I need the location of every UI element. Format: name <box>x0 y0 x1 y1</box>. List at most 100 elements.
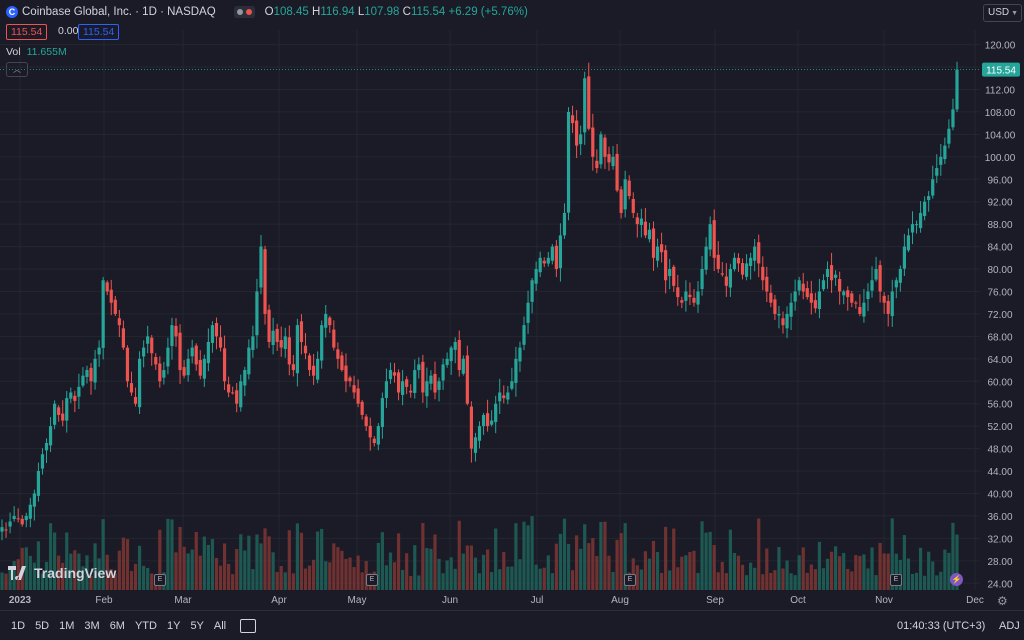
volume-bar <box>166 518 170 590</box>
volume-bar <box>732 552 737 590</box>
volume-bar <box>360 572 364 590</box>
time-tick-label: Jun <box>442 595 458 606</box>
volume-bar <box>639 569 643 590</box>
candle-body <box>57 407 61 415</box>
candle-body <box>295 325 300 374</box>
range-3m-button[interactable]: 3M <box>84 619 100 632</box>
candle-body <box>834 274 838 278</box>
candle-body <box>231 392 235 394</box>
price-tick-label: 44.00 <box>987 467 1012 478</box>
volume-bar <box>57 555 61 590</box>
candle-body <box>931 179 935 196</box>
volume-bar <box>842 552 846 590</box>
volume-bar <box>647 558 652 590</box>
adj-toggle[interactable]: ADJ <box>999 620 1020 632</box>
time-tick-label: Sep <box>706 595 724 606</box>
collapse-legend-button[interactable]: ︿ <box>6 62 28 77</box>
candle-body <box>546 257 550 264</box>
candle-body <box>166 347 170 367</box>
volume-bar <box>659 573 664 590</box>
range-ytd-button[interactable]: YTD <box>134 619 157 632</box>
candle-body <box>542 260 546 264</box>
candle-body <box>635 217 639 225</box>
lightning-icon[interactable]: ⚡ <box>950 573 963 586</box>
candle-body <box>311 365 316 376</box>
time-tick-label: Mar <box>174 595 192 606</box>
volume-bar <box>834 546 838 590</box>
volume-bar <box>534 564 538 590</box>
candle-body <box>259 246 263 288</box>
volume-bar <box>259 543 263 590</box>
candle-body <box>870 280 874 291</box>
candle-body <box>530 280 534 302</box>
volume-bar <box>433 534 437 590</box>
earnings-icon[interactable]: E <box>366 574 378 586</box>
candle-body <box>498 392 502 402</box>
candle-body <box>526 302 530 323</box>
volume-bar <box>263 528 267 590</box>
volume-bar <box>202 536 206 590</box>
go-to-date-icon[interactable] <box>240 618 257 633</box>
volume-bar <box>287 530 291 590</box>
candle-body <box>275 328 279 342</box>
range-1d-button[interactable]: 1D <box>11 619 26 632</box>
range-5d-button[interactable]: 5D <box>35 619 50 632</box>
candle-body <box>619 189 623 213</box>
volume-bar <box>918 547 923 590</box>
candle-body <box>409 390 413 393</box>
gear-icon[interactable]: ⚙ <box>997 594 1008 608</box>
candle-body <box>158 363 162 382</box>
volume-bar <box>927 551 931 590</box>
sell-price-box[interactable]: 115.54 <box>6 24 48 40</box>
volume-bar <box>502 552 506 590</box>
range-1y-button[interactable]: 1Y <box>166 619 181 632</box>
volume-bar <box>218 565 223 590</box>
volume-bar <box>0 572 4 590</box>
volume-bar <box>4 573 8 590</box>
range-5y-button[interactable]: 5Y <box>190 619 204 632</box>
range-all-button[interactable]: All <box>213 619 227 632</box>
candle-body <box>336 349 340 359</box>
candle-body <box>672 266 676 286</box>
volume-bar <box>591 538 595 590</box>
range-6m-button[interactable]: 6M <box>109 619 125 632</box>
candle-body <box>186 358 190 376</box>
candle-body <box>109 289 113 303</box>
symbol-title[interactable]: Coinbase Global, Inc. · 1D · NASDAQ <box>22 6 216 18</box>
candle-body <box>356 388 360 404</box>
earnings-icon[interactable]: E <box>154 574 166 586</box>
candle-body <box>77 386 81 397</box>
candle-body <box>797 280 801 291</box>
candle-body <box>28 504 32 519</box>
candle-body <box>813 300 817 309</box>
candle-body <box>821 280 826 290</box>
volume-value: 11.655M <box>26 46 67 58</box>
clock-time[interactable]: 01:40:33 (UTC+3) <box>897 620 986 632</box>
volume-bar <box>352 567 356 590</box>
buy-price-box[interactable]: 115.54 <box>78 24 120 40</box>
price-chart[interactable]: 24.00 28.00 32.00 36.00 40.00 44.00 48.00 52.00… <box>0 0 1024 610</box>
legend-visibility-toggle[interactable] <box>233 6 255 18</box>
volume-bar <box>813 569 817 590</box>
candle-body <box>113 299 117 314</box>
candle-body <box>437 381 441 390</box>
earnings-icon[interactable]: E <box>890 574 902 586</box>
candle-body <box>307 355 312 371</box>
tradingview-logo[interactable]: TradingView <box>8 565 116 581</box>
volume-bar <box>401 569 405 590</box>
candle-body <box>740 263 745 275</box>
candle-body <box>862 302 866 317</box>
earnings-icon[interactable]: E <box>624 574 636 586</box>
volume-bar <box>781 568 785 590</box>
currency-select[interactable]: USD ▼ <box>983 4 1022 22</box>
candle-body <box>684 291 688 301</box>
volume-bar <box>623 523 627 590</box>
candle-body <box>753 246 757 261</box>
volume-bar <box>465 545 469 590</box>
volume-bar <box>275 572 279 590</box>
volume-bar <box>69 553 73 590</box>
tradingview-logo-icon <box>8 566 26 580</box>
range-1m-button[interactable]: 1M <box>59 619 75 632</box>
candle-body <box>352 385 356 393</box>
volume-bar <box>611 571 615 590</box>
